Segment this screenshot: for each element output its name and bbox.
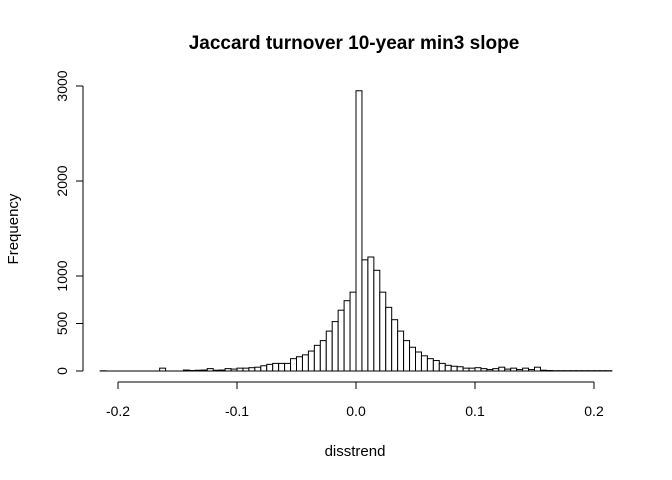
histogram-bar: [332, 322, 338, 371]
histogram-bar: [207, 369, 213, 371]
histogram-bar: [386, 307, 392, 371]
histogram-bar: [499, 367, 505, 371]
histogram-bar: [279, 363, 285, 371]
histogram-bar: [540, 370, 546, 371]
histogram-bar: [314, 345, 320, 371]
histogram-bar: [404, 341, 410, 371]
histogram-bar: [219, 370, 225, 371]
histogram-bar: [320, 341, 326, 371]
histogram-bar: [451, 366, 457, 371]
histogram-bar: [517, 370, 523, 371]
histogram-bar: [392, 320, 398, 371]
x-tick-label: 0.1: [465, 403, 485, 419]
y-tick-label: 0: [54, 367, 70, 375]
histogram-bar: [267, 364, 273, 371]
histogram-bar: [243, 368, 249, 371]
y-axis-label: Frequency: [5, 193, 22, 264]
histogram-bar: [523, 368, 529, 371]
histogram-bar: [481, 369, 487, 371]
histogram-bar: [535, 367, 541, 371]
chart-title: Jaccard turnover 10-year min3 slope: [189, 33, 520, 54]
histogram-bar: [362, 260, 368, 371]
histogram-bar: [374, 270, 380, 371]
x-axis: -0.2 -0.1 0.0 0.1 0.2: [106, 382, 604, 419]
histogram-bar: [249, 368, 255, 371]
histogram-bar: [416, 352, 422, 371]
histogram-bar: [195, 370, 201, 371]
histogram-bar: [160, 368, 166, 371]
histogram-bar: [291, 359, 297, 371]
histogram-bar: [201, 370, 207, 371]
histogram-bar: [439, 363, 445, 371]
x-axis-label: disstrend: [325, 443, 386, 460]
x-tick-label: -0.2: [106, 403, 130, 419]
y-axis: 0 500 1000 2000 3000: [54, 70, 83, 375]
histogram-bar: [493, 369, 499, 371]
histogram-bar: [469, 368, 475, 371]
histogram-bar: [261, 366, 267, 371]
histogram-bar: [225, 369, 231, 371]
histogram-bar: [350, 292, 356, 371]
histogram-bar: [297, 357, 303, 371]
histogram-bar: [475, 368, 481, 371]
x-tick-label: -0.1: [225, 403, 249, 419]
histogram-bar: [433, 361, 439, 371]
histogram-bars: [100, 91, 612, 371]
histogram-bar: [183, 370, 189, 371]
histogram-bar: [511, 368, 517, 371]
y-tick-label: 500: [54, 312, 70, 336]
y-tick-label: 3000: [54, 70, 70, 101]
x-tick-label: 0.0: [346, 403, 366, 419]
histogram-bar: [326, 331, 332, 371]
histogram-bar: [398, 331, 404, 371]
histogram-bar: [356, 91, 362, 371]
histogram-bar: [380, 292, 386, 371]
y-tick-label: 1000: [54, 260, 70, 291]
x-tick-label: 0.2: [584, 403, 604, 419]
histogram-bar: [463, 368, 469, 371]
histogram-bar: [410, 347, 416, 371]
histogram-bar: [487, 370, 493, 371]
histogram-bar: [457, 367, 463, 371]
histogram-bar: [285, 363, 291, 371]
histogram-bar: [302, 355, 308, 371]
histogram-bar: [255, 367, 261, 371]
histogram-bar: [308, 351, 314, 371]
histogram-bar: [368, 257, 374, 371]
histogram-bar: [237, 368, 243, 371]
histogram-bar: [445, 365, 451, 371]
histogram-bar: [421, 356, 427, 371]
histogram-bar: [505, 369, 511, 371]
y-tick-label: 2000: [54, 165, 70, 196]
histogram-bar: [529, 370, 535, 371]
histogram-bar: [344, 301, 350, 371]
histogram-bar: [273, 363, 279, 371]
histogram-bar: [231, 369, 237, 371]
histogram-bar: [427, 359, 433, 371]
histogram-bar: [338, 310, 344, 371]
histogram-bar: [213, 370, 219, 371]
